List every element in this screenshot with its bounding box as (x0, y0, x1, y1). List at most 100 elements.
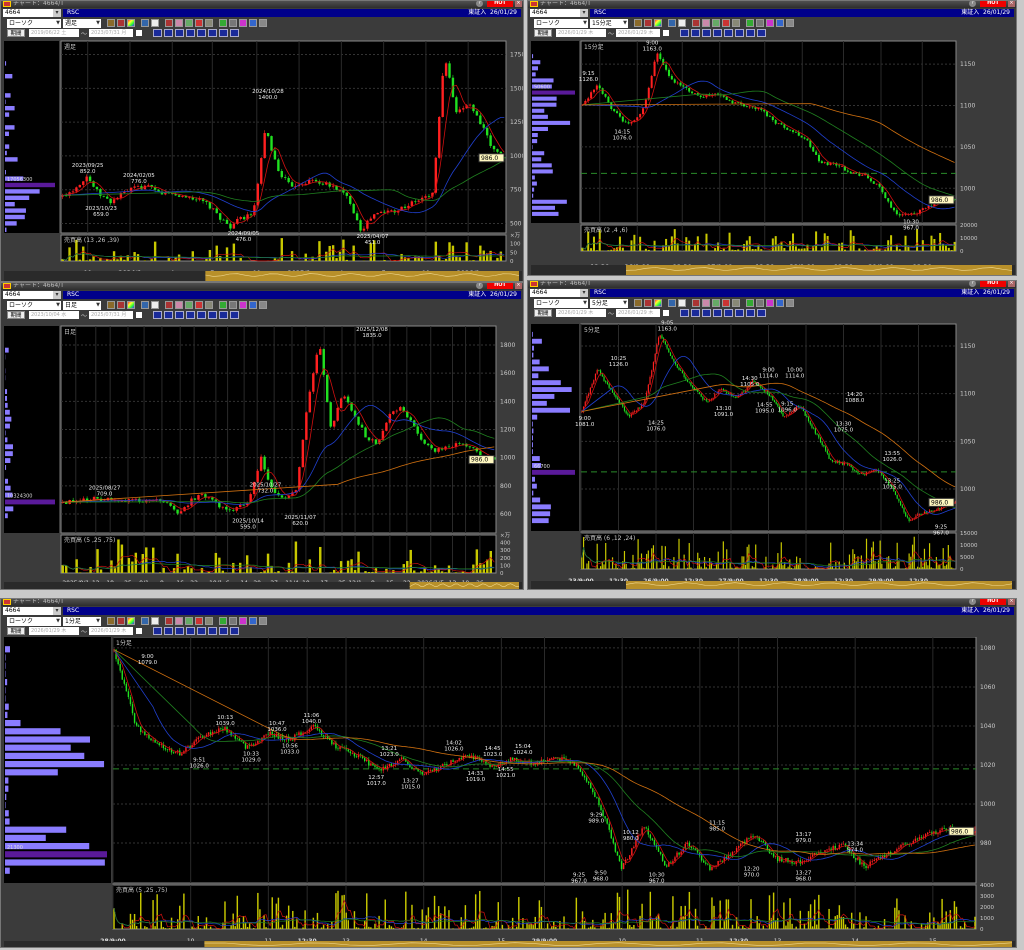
indicator-button[interactable] (197, 627, 206, 635)
color-icon[interactable] (127, 617, 135, 625)
undo-icon[interactable] (249, 19, 257, 27)
chart-type-select[interactable]: ローソク ▼ (534, 19, 588, 28)
date-to-field[interactable]: 2026/01/29 木 (616, 29, 660, 37)
date-to-field[interactable]: 2023/07/31 月 (89, 29, 133, 37)
screenshot-icon[interactable] (259, 301, 267, 309)
indicator-button[interactable] (680, 29, 689, 37)
indicator-button[interactable] (153, 29, 162, 37)
compare-icon[interactable] (195, 301, 203, 309)
indicator-button[interactable] (164, 627, 173, 635)
window-titlebar[interactable]: チャート：4664/T ? HOT × (1, 283, 523, 290)
stock-code-input[interactable]: 4664 ▾ (3, 291, 61, 299)
stock-code-input[interactable]: 4664 ▾ (3, 9, 61, 17)
settings-icon[interactable] (107, 301, 115, 309)
compare-icon[interactable] (195, 19, 203, 27)
date-checkbox[interactable] (663, 30, 669, 36)
screenshot-icon[interactable] (786, 299, 794, 307)
indicator-button[interactable] (691, 29, 700, 37)
zoom-icon[interactable] (141, 617, 149, 625)
grid-icon[interactable] (185, 301, 193, 309)
period-select[interactable]: 5分足 ▼ (590, 299, 628, 308)
color-icon[interactable] (127, 19, 135, 27)
date-checkbox[interactable] (136, 628, 142, 634)
save-icon[interactable] (165, 617, 173, 625)
date-from-field[interactable]: 2026/01/29 木 (556, 309, 606, 317)
indicator-button[interactable] (186, 29, 195, 37)
date-from-field[interactable]: 2023/10/04 水 (29, 311, 79, 319)
close-icon[interactable]: × (1008, 280, 1015, 287)
chart-body[interactable]: 100010501100115012:3026/9:0012:3027/9:00… (528, 39, 1016, 275)
indicator-button[interactable] (713, 309, 722, 317)
window-icon[interactable] (151, 617, 159, 625)
indicator-button[interactable] (724, 29, 733, 37)
indicator-button[interactable] (713, 29, 722, 37)
alert-icon[interactable] (205, 617, 213, 625)
grid-icon[interactable] (185, 617, 193, 625)
stock-code-input[interactable]: 4664 ▾ (530, 289, 588, 297)
undo-icon[interactable] (249, 617, 257, 625)
settings-icon[interactable] (634, 299, 642, 307)
indicator-button[interactable] (164, 29, 173, 37)
screenshot-icon[interactable] (786, 19, 794, 27)
chart-type-select[interactable]: ローソク ▼ (7, 301, 61, 310)
window-titlebar[interactable]: チャート：4664/T ? HOT × (1, 599, 1016, 606)
date-from-field[interactable]: 2026/01/29 木 (29, 627, 79, 635)
indicator-button[interactable] (153, 311, 162, 319)
close-icon[interactable]: × (515, 0, 522, 7)
grid-icon[interactable] (185, 19, 193, 27)
cursor-icon[interactable] (229, 301, 237, 309)
alert-icon[interactable] (205, 19, 213, 27)
color-icon[interactable] (654, 19, 662, 27)
indicator-label[interactable]: RSC (67, 291, 80, 298)
scrollbar-thumb[interactable] (204, 941, 1012, 948)
period-select[interactable]: 1分足 ▼ (63, 617, 101, 626)
indicator-button[interactable] (735, 29, 744, 37)
help-icon[interactable]: ? (969, 599, 976, 605)
hot-button[interactable]: HOT (487, 1, 513, 7)
date-from-field[interactable]: 2026/01/29 木 (556, 29, 606, 37)
hot-button[interactable]: HOT (487, 283, 513, 289)
save-icon[interactable] (165, 301, 173, 309)
indicator-button[interactable] (219, 627, 228, 635)
eraser-icon[interactable] (239, 19, 247, 27)
grid-icon[interactable] (712, 19, 720, 27)
indicator-label[interactable]: RSC (67, 9, 80, 16)
pen-icon[interactable] (644, 19, 652, 27)
print-icon[interactable] (175, 19, 183, 27)
indicator-button[interactable] (219, 311, 228, 319)
cursor-icon[interactable] (756, 299, 764, 307)
alert-icon[interactable] (732, 299, 740, 307)
undo-icon[interactable] (776, 299, 784, 307)
settings-icon[interactable] (107, 617, 115, 625)
date-to-field[interactable]: 2026/01/29 木 (89, 627, 133, 635)
print-icon[interactable] (702, 19, 710, 27)
window-titlebar[interactable]: チャート：4664/T ? HOT × (1, 0, 523, 8)
undo-icon[interactable] (776, 19, 784, 27)
indicator-button[interactable] (208, 311, 217, 319)
chevron-down-icon[interactable]: ▾ (580, 9, 588, 17)
zoom-icon[interactable] (668, 19, 676, 27)
zoom-icon[interactable] (668, 299, 676, 307)
window-icon[interactable] (151, 19, 159, 27)
alert-icon[interactable] (205, 301, 213, 309)
window-icon[interactable] (151, 301, 159, 309)
stock-code-input[interactable]: 4664 ▾ (530, 9, 588, 17)
indicator-button[interactable] (197, 311, 206, 319)
help-icon[interactable]: ? (476, 283, 483, 289)
period-select[interactable]: 日足 ▼ (63, 301, 101, 310)
pen-icon[interactable] (117, 617, 125, 625)
print-icon[interactable] (175, 301, 183, 309)
indicator-button[interactable] (230, 29, 239, 37)
compare-icon[interactable] (722, 19, 730, 27)
indicator-button[interactable] (186, 627, 195, 635)
period-button[interactable]: 期間 (7, 29, 25, 37)
chevron-down-icon[interactable]: ▾ (580, 289, 588, 297)
chevron-down-icon[interactable]: ▾ (53, 291, 61, 299)
indicator-button[interactable] (724, 309, 733, 317)
indicator-button[interactable] (197, 29, 206, 37)
pen-icon[interactable] (117, 301, 125, 309)
date-to-field[interactable]: 2026/01/29 木 (616, 309, 660, 317)
screenshot-icon[interactable] (259, 617, 267, 625)
draw-line-icon[interactable] (746, 19, 754, 27)
chevron-down-icon[interactable]: ▾ (53, 9, 61, 17)
